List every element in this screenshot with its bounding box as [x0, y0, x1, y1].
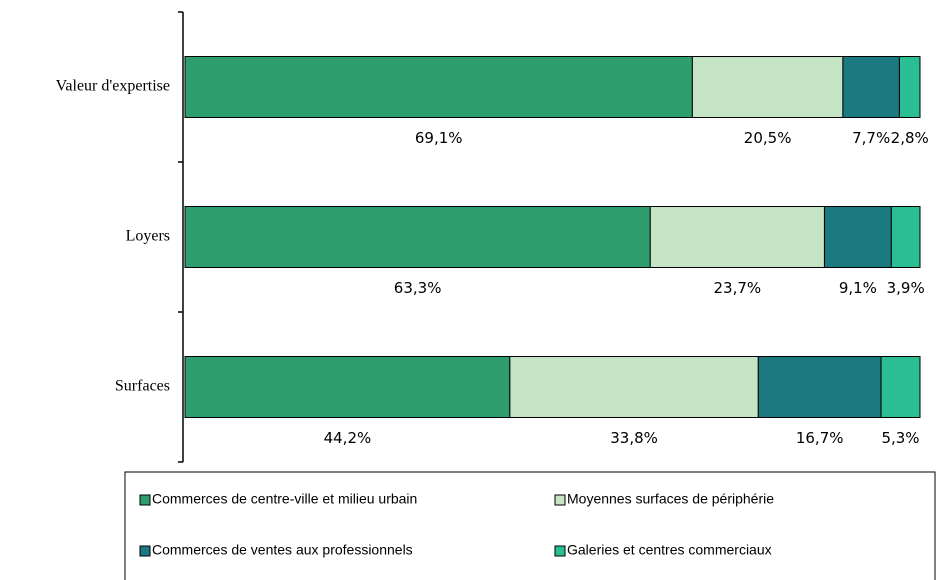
value-label: 5,3%: [881, 429, 919, 447]
value-label: 69,1%: [415, 129, 463, 147]
legend-swatch: [554, 494, 566, 506]
bar-segment: [890, 206, 921, 268]
bar-segment: [184, 356, 511, 418]
bar-segment: [757, 356, 882, 418]
bar-segment: [880, 356, 921, 418]
legend-box: [124, 471, 936, 580]
value-label: 23,7%: [714, 279, 762, 297]
value-label: 9,1%: [839, 279, 877, 297]
value-label: 33,8%: [610, 429, 658, 447]
value-label: 2,8%: [891, 129, 929, 147]
legend-label: Commerces de centre-ville et milieu urba…: [152, 491, 417, 507]
legend-swatch: [139, 494, 151, 506]
category-label: Surfaces: [115, 378, 170, 395]
category-label: Loyers: [126, 228, 170, 245]
bar-segment: [184, 56, 693, 118]
value-label: 63,3%: [394, 279, 442, 297]
legend-swatch: [139, 545, 151, 557]
bar-segment: [823, 206, 892, 268]
legend-label: Galeries et centres commerciaux: [567, 542, 772, 558]
legend-label: Commerces de ventes aux professionnels: [152, 542, 413, 558]
value-label: 20,5%: [744, 129, 792, 147]
value-label: 16,7%: [796, 429, 844, 447]
bar-segment: [842, 56, 900, 118]
bar-segment: [691, 56, 844, 118]
bar-segment: [184, 206, 651, 268]
legend-swatch: [554, 545, 566, 557]
bar-segment: [898, 56, 921, 118]
legend-label: Moyennes surfaces de périphérie: [567, 491, 774, 507]
bar-segment: [649, 206, 825, 268]
value-label: 7,7%: [852, 129, 890, 147]
value-label: 44,2%: [324, 429, 372, 447]
bar-segment: [509, 356, 759, 418]
value-label: 3,9%: [887, 279, 925, 297]
category-label: Valeur d'expertise: [56, 78, 170, 95]
